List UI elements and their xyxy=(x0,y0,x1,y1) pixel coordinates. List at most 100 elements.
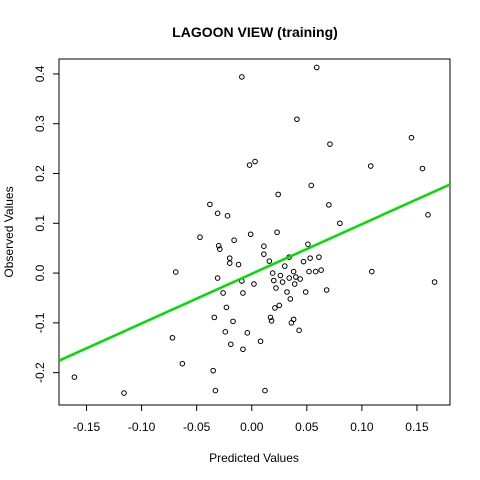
data-point xyxy=(408,134,415,141)
data-point xyxy=(326,202,332,208)
data-point xyxy=(240,290,246,296)
x-tick-label: 0.15 xyxy=(405,420,429,434)
data-point xyxy=(419,165,426,172)
data-point xyxy=(275,191,281,198)
data-point xyxy=(231,237,237,244)
data-point xyxy=(367,163,374,169)
data-point xyxy=(212,387,219,394)
data-point xyxy=(281,263,288,269)
x-tick-label: 0.10 xyxy=(350,420,374,434)
data-point xyxy=(172,269,179,275)
data-point xyxy=(217,246,223,252)
data-point xyxy=(316,254,322,260)
data-point xyxy=(223,304,230,311)
data-point xyxy=(294,116,300,123)
data-point xyxy=(269,270,276,276)
data-point xyxy=(252,158,258,165)
x-tick-label: -0.10 xyxy=(128,420,156,434)
data-point xyxy=(323,287,330,293)
data-point xyxy=(270,277,277,284)
data-point xyxy=(235,261,242,268)
y-tick-label: 0.0 xyxy=(33,264,47,281)
data-point xyxy=(307,255,313,261)
data-point xyxy=(267,314,274,321)
data-point xyxy=(293,274,299,280)
data-point xyxy=(239,74,245,80)
data-point xyxy=(276,302,283,309)
data-point xyxy=(224,213,231,219)
regression-line xyxy=(58,183,451,362)
x-axis-label: Predicted Values xyxy=(209,451,299,465)
data-point xyxy=(215,242,222,249)
data-point xyxy=(246,162,253,168)
data-point xyxy=(214,210,221,217)
data-point xyxy=(228,341,234,348)
data-point xyxy=(169,334,176,341)
y-tick-label: -0.1 xyxy=(33,312,47,333)
y-tick-label: 0.4 xyxy=(33,65,47,82)
data-point xyxy=(222,329,229,335)
x-axis: -0.15 -0.10 -0.05 0.00 0.05 0.10 0.15 xyxy=(73,405,429,434)
data-point xyxy=(230,318,236,325)
data-point xyxy=(210,367,216,374)
y-axis-label: Observed Values xyxy=(2,186,16,277)
data-point xyxy=(266,258,273,264)
data-point xyxy=(291,281,298,287)
data-point xyxy=(207,201,213,208)
data-point xyxy=(369,268,375,275)
data-point xyxy=(226,255,233,261)
data-point xyxy=(261,251,267,257)
data-point xyxy=(251,281,257,287)
data-point xyxy=(305,241,311,247)
data-point xyxy=(274,229,280,236)
y-axis: -0.2 -0.1 0.0 0.1 0.2 0.3 0.4 xyxy=(33,65,59,383)
data-point xyxy=(286,275,292,281)
data-point xyxy=(277,272,284,279)
data-point xyxy=(272,305,278,311)
data-point xyxy=(296,327,302,334)
data-point xyxy=(268,318,275,324)
data-point xyxy=(306,268,312,275)
x-tick-label: 0.05 xyxy=(295,420,319,434)
y-tick-label: 0.1 xyxy=(33,215,47,232)
y-tick-label: -0.2 xyxy=(33,362,47,383)
data-point xyxy=(261,243,267,249)
data-point xyxy=(284,289,290,295)
data-point xyxy=(279,279,286,285)
x-tick-label: -0.05 xyxy=(183,420,211,434)
data-point xyxy=(337,220,343,227)
data-point xyxy=(287,296,294,302)
x-tick-label: -0.15 xyxy=(73,420,101,434)
data-point xyxy=(214,275,221,281)
data-point xyxy=(302,289,309,295)
data-point xyxy=(312,268,319,275)
data-points xyxy=(71,64,438,396)
data-point xyxy=(71,374,78,380)
data-point xyxy=(300,258,307,265)
data-point xyxy=(244,330,251,336)
data-point xyxy=(257,338,264,345)
data-point xyxy=(290,268,297,275)
chart-title: LAGOON VIEW (training) xyxy=(172,24,338,40)
data-point xyxy=(226,260,233,266)
data-point xyxy=(220,290,226,296)
data-point xyxy=(240,346,246,353)
y-tick-label: 0.3 xyxy=(33,115,47,132)
data-point xyxy=(313,64,320,71)
data-point xyxy=(327,141,333,147)
y-tick-label: 0.2 xyxy=(33,165,47,182)
data-point xyxy=(197,234,203,241)
data-point xyxy=(431,279,438,285)
data-point xyxy=(247,231,254,238)
data-point xyxy=(273,285,279,291)
data-point xyxy=(297,276,304,282)
data-point xyxy=(121,390,127,396)
x-tick-label: 0.00 xyxy=(240,420,264,434)
data-point xyxy=(262,387,268,394)
data-point xyxy=(290,316,297,323)
data-point xyxy=(425,212,431,218)
data-point xyxy=(308,182,315,189)
plot-frame xyxy=(58,58,451,406)
data-point xyxy=(179,360,186,367)
